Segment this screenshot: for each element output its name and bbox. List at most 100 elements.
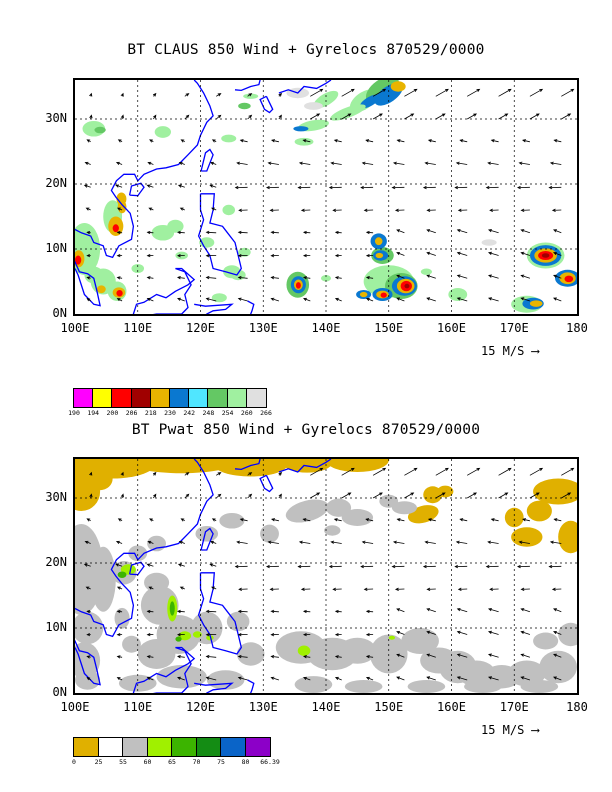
wind-vector (116, 230, 123, 235)
coastline (278, 459, 332, 473)
wind-vector (426, 251, 436, 256)
wind-vector (177, 253, 185, 258)
wind-vector (487, 653, 499, 658)
wind-vector (147, 161, 154, 165)
colorbar-swatch (169, 389, 190, 407)
wind-vector (149, 139, 154, 143)
wind-vector (116, 298, 123, 302)
wind-vector (89, 92, 93, 97)
wind-vector (149, 518, 154, 522)
wind-vector (553, 518, 562, 522)
wind-vector (297, 564, 311, 569)
wind-vector (270, 655, 279, 659)
field-blob (464, 680, 502, 693)
x-tick-label: 120E (186, 321, 215, 335)
wind-vector (178, 540, 185, 544)
wind-vector (205, 254, 217, 258)
wind-vector (391, 185, 405, 190)
field-blob (125, 459, 239, 474)
wind-vector (303, 676, 311, 681)
field-blob (206, 670, 245, 690)
wind-vector (372, 113, 383, 120)
field-blob (374, 237, 383, 246)
wind-vector (180, 139, 185, 143)
wind-vector (365, 253, 374, 258)
wind-vectors (83, 88, 575, 302)
wind-vector (396, 518, 405, 522)
wind-vector (146, 676, 154, 681)
wind-vector (426, 653, 436, 658)
colorbar-swatch (227, 389, 247, 407)
x-tick-label: 130E (248, 321, 278, 335)
x-tick-label: 150E (374, 321, 404, 335)
wind-vector (361, 161, 374, 165)
wind-vector (247, 93, 253, 97)
wind-vector (426, 297, 436, 302)
coastline (132, 646, 196, 693)
coastlines (75, 459, 332, 693)
wind-vector (548, 185, 562, 190)
wind-vector (553, 139, 562, 143)
chart2-title: BT Pwat 850 Wind + Gyrelocs 870529/0000 (131, 422, 481, 438)
wind-vector (115, 184, 123, 188)
chart2-plot-area (73, 457, 579, 695)
field-blob (112, 224, 119, 233)
wind-vector (365, 632, 374, 637)
chart2-reference-vector: 15 M/S ⟶ (481, 723, 539, 737)
field-blob (211, 293, 227, 303)
wind-vector (456, 653, 468, 658)
colorbar-label: 190 (68, 409, 80, 417)
wind-vector (180, 518, 185, 522)
wind-vector (211, 586, 217, 590)
wind-vector (237, 297, 248, 302)
field-blob (87, 466, 113, 491)
x-tick-label: 180 (566, 321, 588, 335)
wind-vector (561, 113, 572, 120)
wind-vector (177, 563, 185, 567)
coastline (75, 640, 101, 686)
wind-vector (146, 609, 154, 614)
field-blob (75, 670, 101, 690)
field-blob (511, 527, 543, 547)
wind-vector (360, 564, 374, 569)
wind-vector (365, 676, 374, 681)
wind-vector (424, 161, 436, 165)
wind-vector (427, 139, 436, 143)
colorbar-label: 266 (260, 409, 272, 417)
gridlines (75, 459, 577, 693)
x-tick-label: 170E (499, 321, 529, 335)
wind-vector (520, 251, 531, 256)
colorbar-label: 242 (183, 409, 196, 417)
colorbar-label: 60 (143, 758, 152, 766)
wind-vector (435, 88, 449, 97)
chart1-map-svg (75, 80, 577, 314)
wind-vector (184, 93, 190, 97)
wind-vector (117, 139, 123, 143)
wind-vector (328, 185, 342, 190)
wind-vector (456, 608, 468, 613)
wind-vector (236, 540, 248, 544)
coastline (234, 80, 261, 92)
wind-vector (237, 676, 248, 681)
wind-vector (310, 88, 324, 97)
wind-vector (549, 161, 562, 165)
chart1-plot-area (73, 78, 579, 316)
field-blob (96, 285, 106, 294)
wind-vector (237, 230, 248, 235)
wind-vector (146, 184, 154, 188)
field-blob (236, 642, 265, 666)
wind-vector (237, 254, 248, 258)
wind-vector (86, 297, 91, 302)
wind-vector (487, 608, 499, 613)
wind-vector (86, 518, 91, 522)
wind-vector (435, 492, 446, 499)
coastlines (75, 80, 332, 314)
wind-vector (117, 518, 123, 522)
field-blob (213, 459, 289, 477)
wind-vector (85, 586, 91, 590)
wind-vector (116, 677, 123, 681)
wind-vector (498, 492, 509, 499)
wind-vector (237, 609, 248, 614)
x-tick-label: 160E (437, 321, 466, 335)
wind-vector (341, 467, 355, 476)
